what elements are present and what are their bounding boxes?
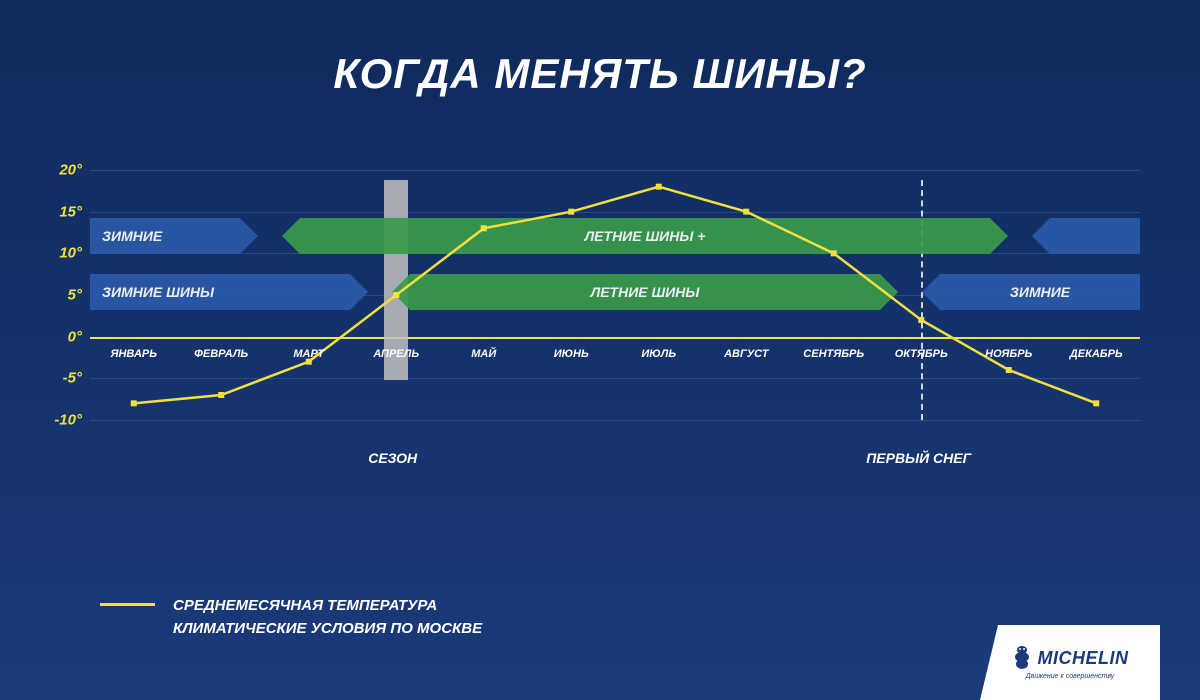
logo-tagline: Движение к совершенству xyxy=(1026,673,1115,680)
legend-line2: КЛИМАТИЧЕСКИЕ УСЛОВИЯ ПО МОСКВЕ xyxy=(173,618,482,641)
y-axis: 20° 15° 10° 5° 0° -5° -10° xyxy=(40,170,90,420)
x-tick: СЕНТЯБРЬ xyxy=(790,348,878,360)
x-tick: АВГУСТ xyxy=(703,348,791,360)
y-tick: 10° xyxy=(59,245,82,262)
x-tick: АПРЕЛЬ xyxy=(353,348,441,360)
y-tick: 20° xyxy=(59,162,82,179)
y-tick: -10° xyxy=(54,412,82,429)
gridline xyxy=(90,420,1140,421)
legend-line-swatch xyxy=(100,603,155,606)
temperature-chart: 20° 15° 10° 5° 0° -5° -10° ЗИМНИЕ ЛЕТНИЕ… xyxy=(90,170,1140,480)
bibendum-icon xyxy=(1012,645,1032,671)
x-tick: ДЕКАБРЬ xyxy=(1053,348,1141,360)
legend-text: СРЕДНЕМЕСЯЧНАЯ ТЕМПЕРАТУРА КЛИМАТИЧЕСКИЕ… xyxy=(173,595,482,640)
temperature-line xyxy=(90,170,1140,420)
x-tick: ОКТЯБРЬ xyxy=(878,348,966,360)
x-tick: ИЮНЬ xyxy=(528,348,616,360)
x-tick: МАРТ xyxy=(265,348,353,360)
legend-line1: СРЕДНЕМЕСЯЧНАЯ ТЕМПЕРАТУРА xyxy=(173,595,482,618)
x-tick: ИЮЛЬ xyxy=(615,348,703,360)
x-tick: МАЙ xyxy=(440,348,528,360)
page-title: КОГДА МЕНЯТЬ ШИНЫ? xyxy=(0,50,1200,98)
x-tick: НОЯБРЬ xyxy=(965,348,1053,360)
michelin-logo: MICHELIN Движение к совершенству xyxy=(980,625,1160,700)
x-axis: ЯНВАРЬ ФЕВРАЛЬ МАРТ АПРЕЛЬ МАЙ ИЮНЬ ИЮЛЬ… xyxy=(90,348,1140,360)
y-tick: 15° xyxy=(59,203,82,220)
first-snow-label: ПЕРВЫЙ СНЕГ xyxy=(866,450,971,466)
season-label: СЕЗОН xyxy=(368,450,417,466)
legend: СРЕДНЕМЕСЯЧНАЯ ТЕМПЕРАТУРА КЛИМАТИЧЕСКИЕ… xyxy=(100,595,482,640)
y-tick: 0° xyxy=(68,328,82,345)
x-tick: ФЕВРАЛЬ xyxy=(178,348,266,360)
y-tick: -5° xyxy=(63,370,82,387)
logo-brand: MICHELIN xyxy=(1038,648,1129,669)
y-tick: 5° xyxy=(68,287,82,304)
x-tick: ЯНВАРЬ xyxy=(90,348,178,360)
